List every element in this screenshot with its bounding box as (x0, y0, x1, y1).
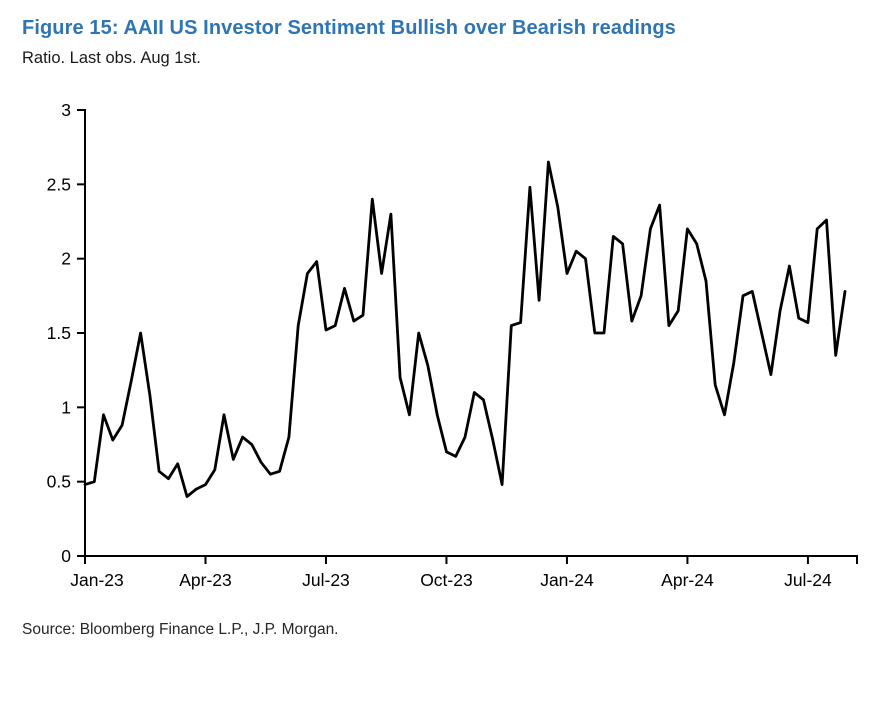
sentiment-line-chart: 0 0.5 1 1.5 2 2.5 3 Jan-23 Apr-23 Jul-23 Oct-23 Jan… (47, 100, 858, 590)
figure-title: Figure 15: AAII US Investor Sentiment Bu… (22, 17, 676, 39)
y-tick-label: 1.5 (47, 323, 71, 343)
y-tick-label: 0.5 (47, 471, 71, 491)
x-tick-label: Jan-23 (70, 570, 124, 590)
series-line (83, 160, 847, 498)
y-tick-label: 1 (61, 397, 71, 417)
y-tick-label: 2.5 (47, 174, 71, 194)
y-tick-label: 3 (61, 100, 71, 120)
x-tick-label: Apr-23 (179, 570, 232, 590)
x-tick-label: Oct-23 (420, 570, 473, 590)
figure-subtitle: Ratio. Last obs. Aug 1st. (22, 49, 201, 67)
x-tick-label: Apr-24 (661, 570, 714, 590)
figure-15-panel: Figure 15: AAII US Investor Sentiment Bu… (0, 16, 886, 718)
figure-source: Source: Bloomberg Finance L.P., J.P. Mor… (22, 620, 339, 638)
x-tick-label: Jan-24 (540, 570, 594, 590)
x-tick-label: Jul-23 (302, 570, 350, 590)
y-tick-label: 0 (61, 546, 71, 566)
y-tick-label: 2 (61, 248, 71, 268)
x-tick-label: Jul-24 (784, 570, 832, 590)
